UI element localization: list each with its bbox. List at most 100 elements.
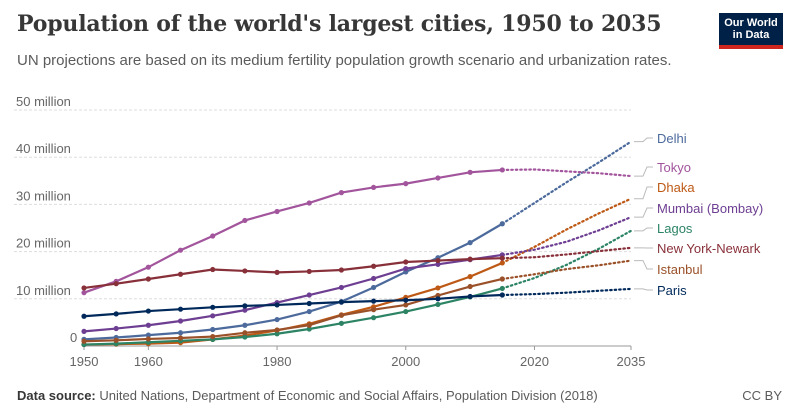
source-label: Data source:	[17, 388, 96, 403]
chart-subtitle: UN projections are based on its medium f…	[17, 52, 672, 69]
series-line	[83, 287, 503, 346]
data-point	[467, 283, 473, 290]
series-projection	[501, 168, 633, 178]
data-point	[403, 308, 409, 315]
series-line	[83, 253, 503, 333]
grid-layer	[14, 109, 631, 300]
series-label[interactable]: New York-Newark	[657, 241, 761, 256]
data-point	[177, 247, 184, 253]
data-point	[467, 293, 473, 300]
label-connector	[634, 166, 653, 177]
data-point	[499, 255, 505, 261]
data-point	[242, 217, 248, 224]
data-point	[338, 312, 345, 318]
data-point	[81, 285, 87, 291]
data-point	[403, 297, 409, 303]
data-point	[242, 334, 248, 340]
owid-logo[interactable]: Our World in Data	[719, 13, 783, 49]
data-point	[338, 190, 345, 196]
label-connector	[634, 137, 653, 143]
logo-line-1: Our World	[724, 17, 778, 29]
data-point	[306, 300, 312, 307]
series-projection	[501, 246, 633, 260]
data-point	[210, 333, 216, 340]
x-tick-label: 2035	[617, 354, 646, 369]
data-point	[274, 331, 280, 337]
data-point	[242, 268, 248, 274]
series-line	[83, 277, 503, 343]
series-label[interactable]: Dhaka	[657, 180, 695, 195]
series-label[interactable]: Mumbai (Bombay)	[657, 201, 763, 216]
y-tick-label: 20 million	[16, 236, 71, 251]
data-point	[113, 281, 119, 287]
data-point	[145, 336, 151, 342]
series-label[interactable]: Paris	[657, 283, 687, 298]
series-projection	[501, 287, 633, 297]
source-text: United Nations, Department of Economic a…	[99, 388, 598, 403]
data-point	[177, 318, 184, 324]
data-point	[435, 261, 441, 267]
data-point	[499, 276, 505, 282]
data-point	[499, 260, 505, 266]
data-point	[499, 292, 505, 298]
label-connector	[634, 288, 653, 291]
series-tokyo[interactable]	[81, 167, 633, 296]
data-point	[403, 265, 409, 272]
data-point	[210, 304, 216, 310]
series-istanbul[interactable]	[81, 259, 633, 344]
data-point	[145, 332, 151, 338]
series-line	[83, 293, 503, 318]
data-point	[403, 181, 409, 187]
data-point	[210, 233, 216, 239]
data-point	[145, 264, 151, 270]
series-label[interactable]: Istanbul	[657, 262, 703, 277]
series-label[interactable]: Tokyo	[657, 160, 691, 175]
data-point	[338, 299, 345, 305]
logo-line-2: in Data	[732, 29, 770, 41]
data-point	[435, 296, 441, 302]
data-point	[338, 284, 345, 291]
data-point	[467, 240, 473, 246]
data-point	[306, 308, 312, 315]
data-point	[338, 320, 345, 326]
series-paris[interactable]	[81, 287, 633, 319]
data-point	[467, 256, 473, 262]
label-connector	[634, 186, 653, 200]
data-point	[306, 268, 312, 275]
label-connector	[634, 227, 653, 232]
data-point	[370, 284, 377, 291]
data-point	[113, 337, 119, 343]
series-lagos[interactable]	[81, 229, 633, 348]
data-point	[210, 326, 216, 333]
data-point	[403, 302, 409, 308]
data-point	[499, 221, 505, 227]
data-point	[306, 326, 312, 332]
data-point	[306, 292, 312, 298]
data-point	[274, 269, 280, 275]
data-point	[467, 274, 473, 280]
series-label[interactable]: Lagos	[657, 221, 693, 236]
logo-accent-bar	[719, 45, 783, 49]
data-point	[81, 338, 87, 344]
data-point	[370, 263, 377, 269]
series-projection	[501, 216, 633, 257]
data-point	[210, 266, 216, 273]
data-point	[467, 169, 473, 175]
data-point	[113, 311, 119, 317]
data-point	[242, 322, 248, 328]
data-point	[306, 200, 312, 206]
series-new-york-newark[interactable]	[81, 246, 633, 291]
data-point	[435, 175, 441, 181]
chart-title: Population of the world's largest cities…	[17, 11, 662, 37]
data-point	[435, 285, 441, 291]
license-link[interactable]: CC BY	[742, 388, 782, 403]
y-tick-label: 40 million	[16, 141, 71, 156]
data-point	[145, 322, 151, 328]
data-point	[145, 308, 151, 314]
series-projection	[501, 140, 633, 225]
series-label[interactable]: Delhi	[657, 131, 687, 146]
series-mumbai-bombay[interactable]	[81, 216, 633, 334]
data-point	[370, 184, 377, 191]
data-point	[499, 285, 505, 292]
